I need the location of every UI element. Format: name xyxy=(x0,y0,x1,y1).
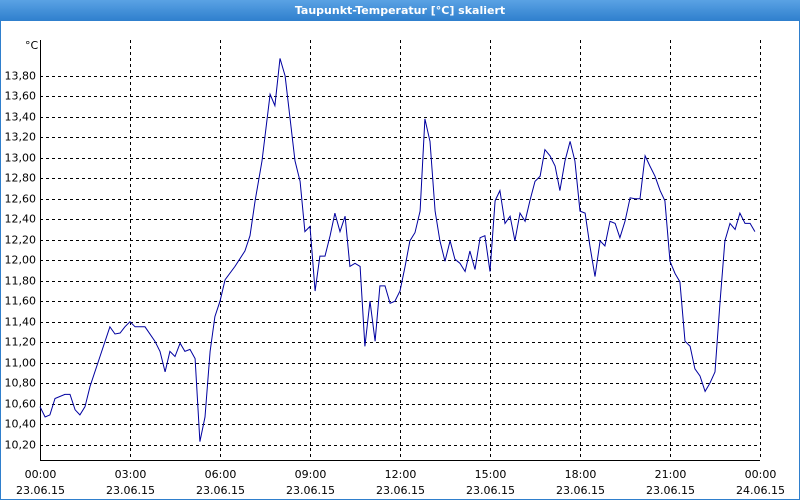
x-tick-date: 23.06.15 xyxy=(376,484,425,497)
x-tick-label: 09:00 xyxy=(295,468,327,481)
x-tick-label: 21:00 xyxy=(655,468,687,481)
data-line xyxy=(39,58,756,442)
y-tick-label: 13,00 xyxy=(5,152,37,165)
y-tick-label: 12,60 xyxy=(5,193,37,206)
x-tick-date: 23.06.15 xyxy=(16,484,65,497)
y-tick-label: 12,80 xyxy=(5,172,37,185)
y-tick-label: 11,20 xyxy=(5,336,37,349)
x-tick-date: 23.06.15 xyxy=(286,484,335,497)
y-tick-label: 11,80 xyxy=(5,275,37,288)
y-tick-label: 11,00 xyxy=(5,357,37,370)
y-tick-label: 13,40 xyxy=(5,111,37,124)
x-tick-date: 23.06.15 xyxy=(556,484,605,497)
x-tick-label: 18:00 xyxy=(565,468,597,481)
y-tick-label: 13,60 xyxy=(5,90,37,103)
x-tick-label: 15:00 xyxy=(475,468,507,481)
y-tick-label: 11,40 xyxy=(5,316,37,329)
x-tick-date: 23.06.15 xyxy=(646,484,695,497)
x-tick-label: 00:00 xyxy=(745,468,777,481)
x-tick-label: 03:00 xyxy=(115,468,147,481)
x-tick-date: 24.06.15 xyxy=(736,484,785,497)
x-tick-date: 23.06.15 xyxy=(106,484,155,497)
y-tick-label: 11,60 xyxy=(5,295,37,308)
y-unit-label: °C xyxy=(25,39,39,52)
x-tick-date: 23.06.15 xyxy=(466,484,515,497)
y-tick-label: 10,80 xyxy=(5,377,37,390)
x-tick-label: 12:00 xyxy=(385,468,417,481)
y-tick-label: 10,60 xyxy=(5,398,37,411)
y-tick-label: 10,40 xyxy=(5,418,37,431)
x-tick-label: 00:00 xyxy=(25,468,57,481)
x-tick-label: 06:00 xyxy=(205,468,237,481)
y-tick-label: 13,20 xyxy=(5,131,37,144)
x-tick-date: 23.06.15 xyxy=(196,484,245,497)
y-tick-label: 13,80 xyxy=(5,70,37,83)
y-tick-label: 10,20 xyxy=(5,439,37,452)
y-tick-label: 12,00 xyxy=(5,254,37,267)
title-bar xyxy=(0,0,800,21)
y-tick-label: 12,20 xyxy=(5,234,37,247)
chart-title: Taupunkt-Temperatur [°C] skaliert xyxy=(295,4,505,17)
y-tick-label: 12,40 xyxy=(5,213,37,226)
